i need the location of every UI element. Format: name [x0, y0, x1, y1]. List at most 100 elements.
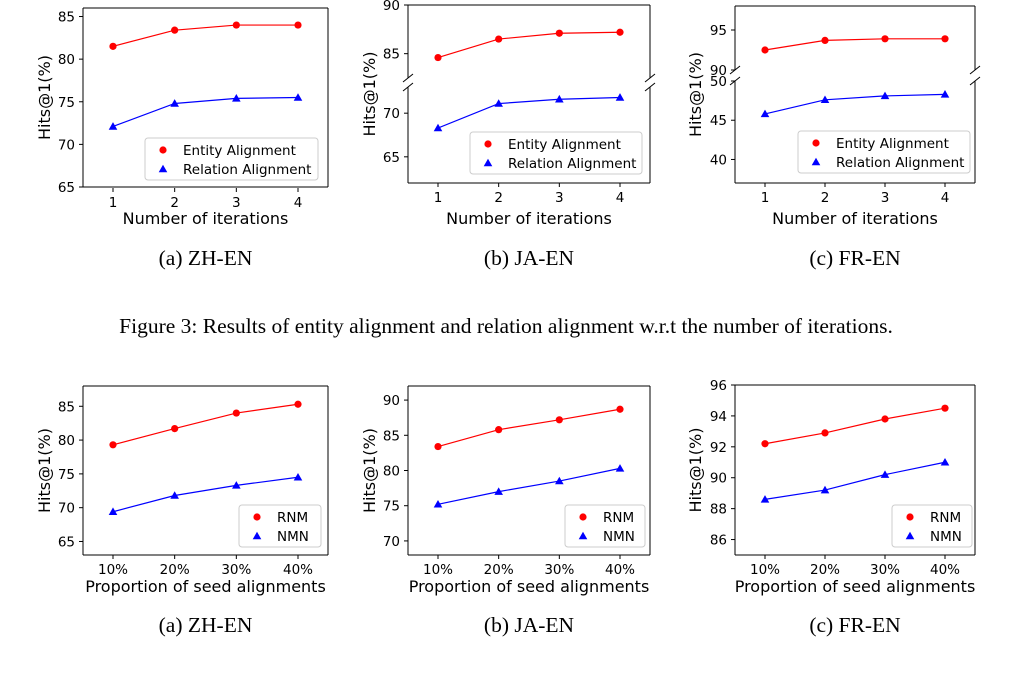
data-point-2	[293, 472, 303, 481]
data-point-1	[171, 424, 179, 433]
data-point-2	[170, 99, 179, 107]
data-point-1	[616, 28, 624, 36]
y-tick-label: 75	[383, 499, 400, 515]
data-point-1	[821, 429, 829, 437]
y-tick-label: 80	[383, 464, 400, 480]
y-tick-label: 40	[710, 152, 727, 168]
y-tick-label: 85	[383, 428, 400, 444]
data-point-2	[555, 94, 564, 103]
data-point-2	[108, 122, 118, 130]
data-point-1	[495, 426, 503, 434]
legend-marker	[484, 140, 492, 148]
legend-label: RNM	[930, 510, 961, 526]
x-tick-label: 30%	[870, 562, 900, 578]
x-tick-label: 4	[941, 190, 950, 206]
x-tick-label: 10%	[750, 562, 780, 578]
y-tick-label: 95	[710, 23, 727, 39]
x-tick-label: 3	[555, 190, 564, 206]
y-axis-label: Hits@1(%)	[35, 55, 54, 140]
data-point-1	[171, 26, 179, 34]
y-tick-label: 75	[58, 467, 75, 483]
data-point-2	[494, 487, 503, 495]
x-tick-label: 1	[109, 195, 118, 211]
data-point-1	[881, 35, 889, 43]
y-tick-label: 70	[383, 106, 400, 122]
x-tick-label: 2	[494, 190, 503, 206]
legend: RNM NMN	[564, 504, 646, 548]
series-line-2	[764, 461, 946, 500]
data-point-1	[109, 42, 117, 50]
series-line-1	[764, 38, 945, 51]
legend-marker	[252, 531, 262, 540]
y-tick-label: 70	[58, 501, 75, 517]
legend-label: NMN	[603, 529, 635, 545]
x-tick-label: 4	[294, 195, 303, 211]
data-point-2	[760, 495, 770, 503]
series-line-2	[764, 93, 946, 115]
legend-box	[797, 130, 971, 174]
x-tick-label: 40%	[930, 562, 960, 578]
data-point-1	[495, 35, 503, 43]
y-tick-label: 86	[710, 533, 727, 549]
legend-box	[469, 131, 643, 175]
x-tick-label: 1	[761, 190, 770, 206]
y-tick-label: 94	[710, 409, 727, 425]
data-point-1	[821, 36, 829, 45]
legend-label: RNM	[603, 510, 634, 526]
legend-label: NMN	[930, 529, 962, 545]
legend: Entity Alignment Relation Alignment	[797, 130, 971, 174]
legend-marker	[579, 513, 587, 521]
x-tick-label: 30%	[544, 562, 574, 578]
data-point-2	[880, 91, 890, 100]
series-line-2	[437, 467, 621, 505]
data-point-1	[555, 29, 563, 37]
series-line-2	[112, 476, 299, 513]
data-point-2	[108, 507, 118, 515]
data-point-1	[555, 416, 563, 424]
y-tick-label: 88	[710, 502, 727, 518]
legend-marker	[578, 531, 588, 540]
x-tick-label: 3	[881, 190, 890, 206]
y-axis-label: Hits@1(%)	[35, 428, 54, 513]
y-tick-label: 75	[58, 95, 75, 111]
data-point-1	[761, 46, 769, 54]
data-point-1	[881, 415, 889, 423]
data-point-1	[434, 53, 442, 62]
x-axis-label: Proportion of seed alignments	[85, 577, 326, 596]
x-axis-label: Number of iterations	[446, 209, 612, 228]
y-tick-label: 45	[710, 113, 727, 129]
subcaption: (c) FR-EN	[809, 246, 901, 270]
y-tick-label: 70	[58, 137, 75, 153]
data-point-1	[232, 21, 240, 29]
axis-break-mark	[644, 82, 656, 92]
legend: Entity Alignment Relation Alignment	[469, 131, 643, 175]
y-tick-label: 65	[383, 150, 400, 166]
series-line-1	[764, 407, 946, 445]
y-tick-label: 90	[710, 63, 727, 79]
x-axis-label: Proportion of seed alignments	[735, 577, 976, 596]
x-tick-label: 40%	[605, 562, 635, 578]
data-point-2	[494, 99, 503, 107]
data-point-2	[232, 481, 241, 489]
axis-break-mark	[969, 76, 981, 86]
x-tick-label: 10%	[98, 562, 128, 578]
legend-label: RNM	[277, 510, 308, 526]
x-axis-label: Number of iterations	[772, 209, 938, 228]
x-axis-label: Number of iterations	[123, 209, 289, 228]
y-tick-label: 50	[710, 74, 727, 90]
data-point-1	[232, 409, 240, 417]
data-point-1	[941, 404, 949, 412]
y-tick-label: 90	[383, 393, 400, 409]
x-tick-label: 4	[616, 190, 625, 206]
y-tick-label: 85	[58, 399, 75, 415]
x-tick-label: 2	[821, 190, 830, 206]
legend-label: Entity Alignment	[508, 137, 621, 153]
data-point-2	[555, 476, 564, 485]
data-point-1	[109, 441, 117, 449]
x-tick-label: 1	[434, 190, 443, 206]
legend-marker	[253, 513, 261, 521]
legend-label: Relation Alignment	[183, 162, 311, 178]
data-point-2	[232, 94, 241, 102]
data-point-2	[880, 470, 890, 478]
chart-4: 65 70 75 80 85 10% 20% 30% 40%Proportion of seed…	[35, 385, 329, 637]
